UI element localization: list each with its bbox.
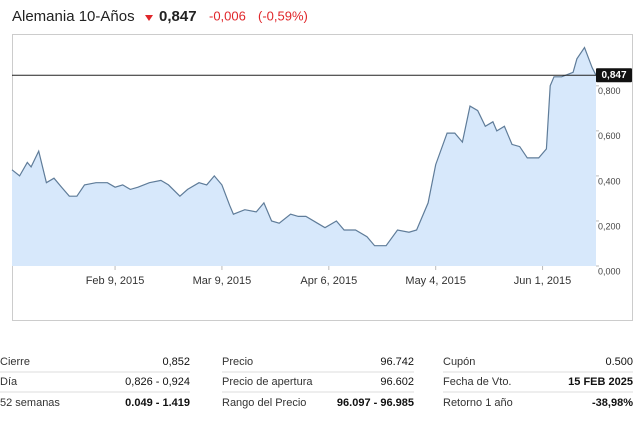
stat-value: 0,826 - 0,924 (125, 376, 190, 388)
x-tick-label: Mar 9, 2015 (193, 275, 252, 287)
stat-label: Cierre (0, 356, 30, 368)
stat-value: 0,852 (162, 356, 190, 368)
plot: Investing.com0,0000,2000,4000,6000,800Fe… (11, 46, 632, 287)
x-tick-label: Feb 9, 2015 (86, 275, 145, 287)
change: -0,006 (209, 8, 246, 23)
stat-label: Precio (222, 356, 253, 368)
stat-label: Día (0, 376, 18, 388)
y-tick-label: 0,800 (598, 86, 621, 96)
y-tick-label: 0,000 (598, 266, 621, 276)
stat-value: 96.602 (380, 376, 414, 388)
y-tick-label: 0,200 (598, 221, 621, 231)
stat-value: 0.500 (605, 356, 633, 368)
stat-label: Precio de apertura (222, 376, 313, 388)
area (12, 47, 596, 266)
stat-value: 15 FEB 2025 (568, 376, 633, 388)
line (11, 46, 597, 247)
stat-label: Rango del Precio (222, 397, 306, 409)
stat-label: Cupón (443, 356, 475, 368)
y-tick-label: 0,600 (598, 131, 621, 141)
stats-table: Cierre 0,852 Precio 96.742 Cupón 0.500 Día 0,82… (0, 356, 633, 409)
current-badge (596, 68, 632, 83)
change-pct: (-0,59%) (258, 8, 308, 23)
stat-value: 96.097 - 96.985 (337, 397, 414, 409)
current-label: 0,847 (601, 70, 626, 81)
stat-value: 0.049 - 1.419 (125, 397, 190, 409)
stat-value: -38,98% (592, 397, 633, 409)
down-arrow-icon (145, 15, 153, 21)
x-tick-label: Apr 6, 2015 (300, 275, 357, 287)
y-tick-label: 0,400 (598, 176, 621, 186)
x-tick-label: May 4, 2015 (405, 275, 466, 287)
stat-label: 52 semanas (0, 397, 60, 409)
stat-value: 96.742 (380, 356, 414, 368)
x-tick-label: Jun 1, 2015 (514, 275, 572, 287)
stat-label: Retorno 1 año (443, 397, 513, 409)
stat-label: Fecha de Vto. (443, 376, 512, 388)
title: Alemania 10-Años (12, 8, 135, 25)
price: 0,847 (159, 8, 197, 25)
